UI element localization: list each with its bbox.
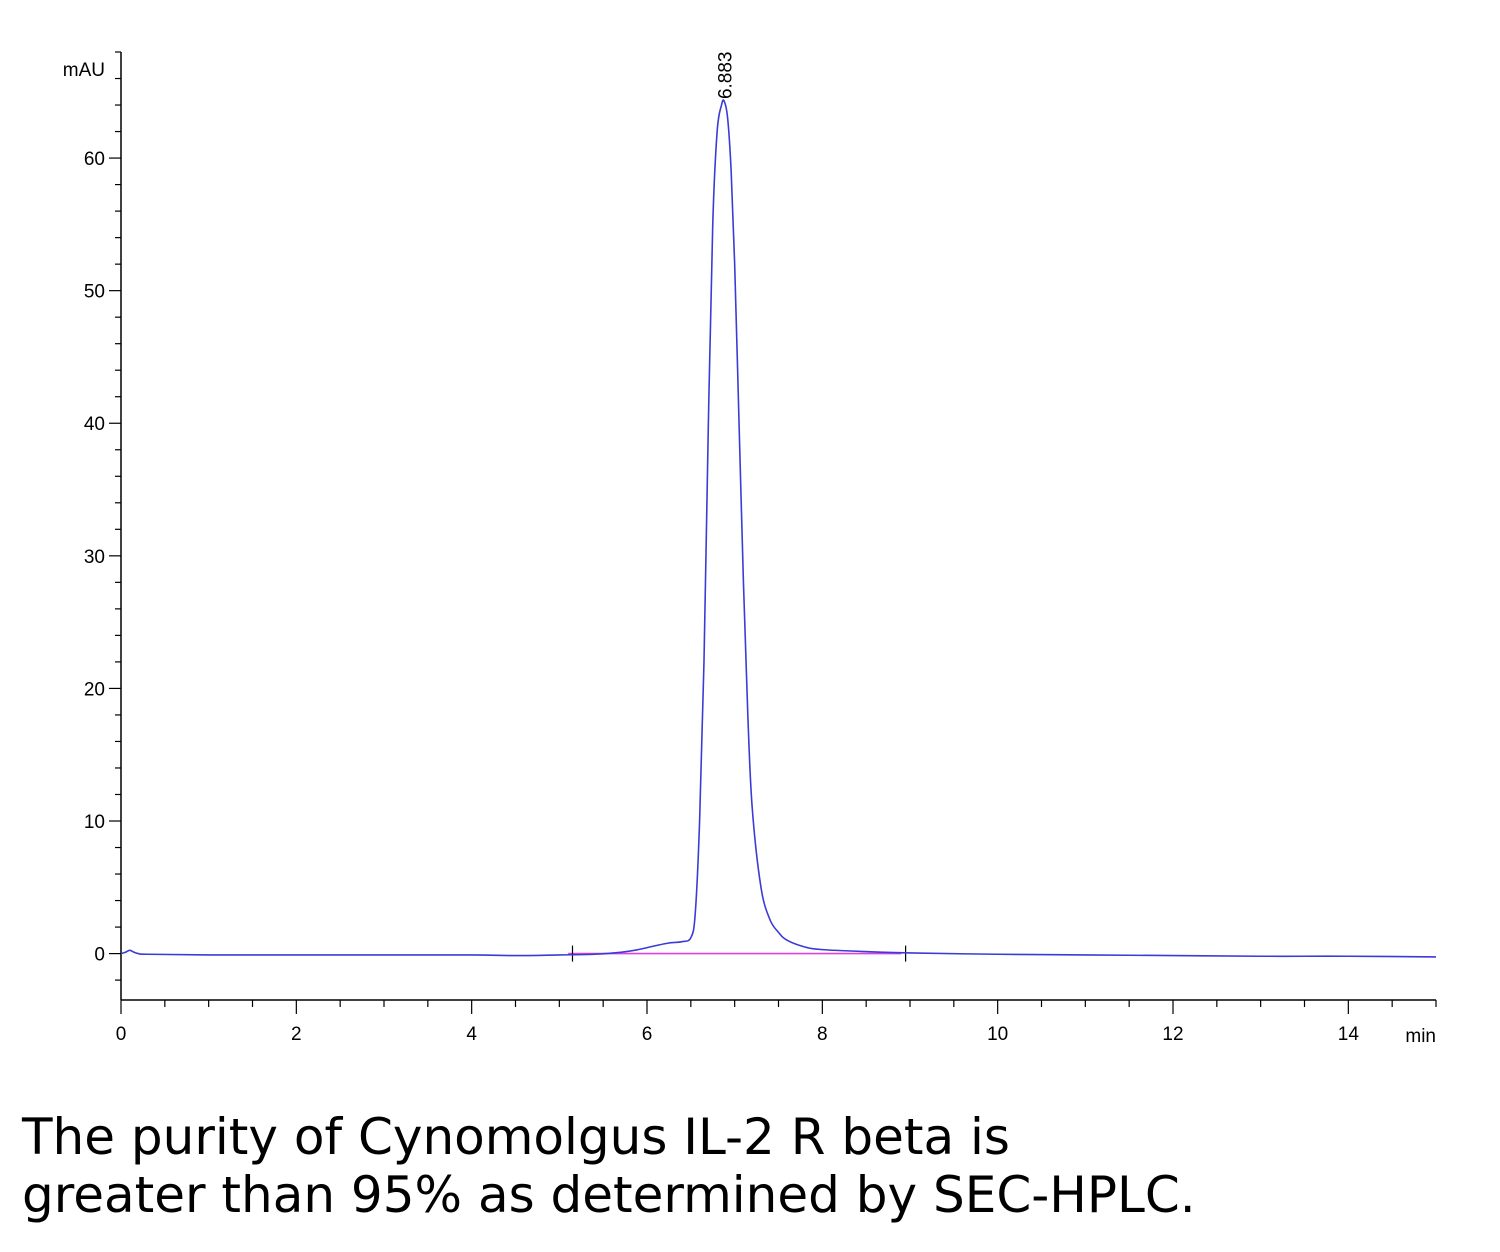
signal-trace <box>120 99 1437 958</box>
figure-caption: The purity of Cynomolgus IL-2 R beta is … <box>22 1108 1482 1224</box>
y-axis-unit-label: mAU <box>63 60 105 81</box>
axes <box>120 52 1436 1001</box>
chromatogram-chart: 0 2 4 6 8 10 12 14 0 10 20 30 40 50 60 6.883 mAU min <box>63 51 1437 1047</box>
y-tick-label: 40 <box>84 414 105 435</box>
x-tick-label: 10 <box>987 1024 1008 1045</box>
y-tick-label: 60 <box>84 149 105 170</box>
x-tick-label: 8 <box>817 1024 828 1045</box>
y-tick-label: 50 <box>84 282 105 303</box>
caption-line-1: The purity of Cynomolgus IL-2 R beta is <box>22 1108 1010 1166</box>
x-axis-unit-label: min <box>1405 1026 1436 1047</box>
x-tick-label: 6 <box>642 1024 653 1045</box>
tick-marks <box>109 51 1437 1014</box>
y-tick-label: 30 <box>84 547 105 568</box>
x-tick-label: 2 <box>291 1024 302 1045</box>
y-tick-label: 0 <box>94 945 105 966</box>
peak-retention-label: 6.883 <box>715 52 736 100</box>
x-tick-label: 4 <box>466 1024 477 1045</box>
x-tick-label: 14 <box>1338 1024 1360 1045</box>
plot-area: 6.883 <box>120 52 1437 962</box>
y-tick-label: 10 <box>84 812 105 833</box>
tick-labels: 0 2 4 6 8 10 12 14 0 10 20 30 40 50 60 <box>84 149 1359 1045</box>
x-tick-label: 0 <box>116 1024 127 1045</box>
y-tick-label: 20 <box>84 679 105 700</box>
x-tick-label: 12 <box>1162 1024 1183 1045</box>
caption-line-2: greater than 95% as determined by SEC-HP… <box>22 1166 1196 1224</box>
